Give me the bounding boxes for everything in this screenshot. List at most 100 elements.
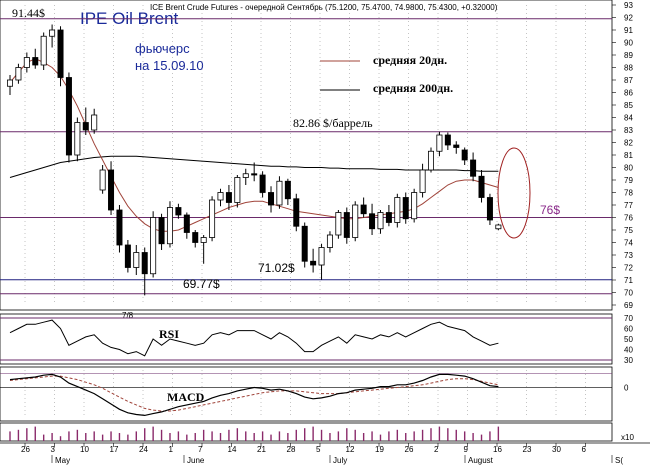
price-ytick-label: 73 [624, 251, 633, 260]
candle-body [91, 114, 98, 131]
candle-body [352, 204, 359, 238]
candle-body [301, 225, 308, 262]
price-levels [0, 18, 612, 295]
candle-body [461, 149, 468, 161]
macd-panel-frame [0, 366, 613, 422]
x-month-label: May [55, 456, 70, 465]
candle-body [234, 177, 241, 203]
x-tick-label: 7 [198, 445, 203, 454]
rsi-ytick-label: 50 [624, 335, 633, 344]
candle-body [192, 232, 199, 243]
price-ytick-label: 81 [624, 151, 633, 160]
annotation-support: 71.02$ [258, 261, 295, 275]
x-tick-label: 21 [257, 445, 266, 454]
annotation-target: 76$ [540, 203, 560, 217]
candle-body [411, 192, 418, 220]
chart-subtitle-line1: фьючерс [135, 41, 190, 56]
candle-body [470, 159, 477, 177]
histogram-panel [0, 422, 613, 442]
x-tick-label: 17 [110, 445, 119, 454]
x-tick-label: 16 [493, 445, 502, 454]
x-tick-label: 26 [405, 445, 414, 454]
rsi-label: RSI [159, 327, 179, 341]
rsi-line [9, 319, 499, 357]
macd-label: MACD [167, 390, 205, 404]
candle-body [268, 192, 275, 206]
hist-panel-frame [0, 422, 613, 442]
price-ytick-label: 69 [624, 301, 633, 310]
candle-body [402, 197, 409, 220]
price-y-axis: 69 70 71 72 73 74 75 76 77 78 79 80 81 82 83 84 85 86 87 88… [612, 1, 633, 310]
x-tick-label: 12 [346, 445, 355, 454]
x-month-label: July [333, 456, 347, 465]
macd-panel: 0 [0, 366, 629, 422]
rsi-ytick-label: 40 [624, 346, 633, 355]
candle-body [141, 252, 148, 275]
rsi-panel-frame [0, 313, 613, 365]
candle-body [175, 207, 182, 216]
candle-body [478, 175, 485, 198]
x-tick-label: 28 [287, 445, 296, 454]
price-ytick-label: 84 [624, 114, 633, 123]
price-ytick-label: 79 [624, 176, 633, 185]
candle-body [15, 67, 22, 81]
candle-body [293, 198, 300, 227]
price-ytick-label: 90 [624, 39, 633, 48]
price-ytick-label: 88 [624, 64, 633, 73]
candle-body [276, 180, 283, 206]
candle-body [453, 144, 460, 148]
chart-subtitle-line2: на 15.09.10 [135, 58, 204, 73]
price-ytick-label: 83 [624, 126, 633, 135]
candle-body [65, 77, 72, 156]
price-ytick-label: 89 [624, 51, 633, 60]
candle-body [49, 29, 56, 37]
candle-body [200, 237, 207, 243]
candle-body [251, 173, 258, 176]
x-month-label: June [187, 456, 205, 465]
highlight-ellipse [497, 147, 531, 239]
x-tick-label: 3 [51, 445, 56, 454]
price-ytick-label: 70 [624, 289, 633, 298]
x-tick-label: 24 [139, 445, 148, 454]
price-ytick-label: 93 [624, 1, 633, 10]
legend-label-sma20: средняя 20дн. [373, 53, 447, 67]
candle-body [419, 169, 426, 193]
candle-body [124, 244, 131, 268]
candle-body [335, 212, 342, 236]
price-ytick-label: 77 [624, 201, 633, 210]
candle-body [486, 197, 493, 221]
x-tick-label: 1 [169, 445, 174, 454]
price-ytick-label: 75 [624, 226, 633, 235]
candle-body [444, 134, 451, 146]
price-ytick-label: 72 [624, 264, 633, 273]
candle-body [369, 213, 376, 230]
annotation-resistance: 82.86 $/баррель [293, 116, 373, 130]
candle-body [436, 134, 443, 152]
rsi-ytick-label: 60 [624, 325, 633, 334]
candle-body [310, 260, 317, 266]
price-ytick-label: 76 [624, 214, 633, 223]
candle-body [32, 57, 39, 66]
x-tick-label: 5 [316, 445, 321, 454]
price-ytick-label: 80 [624, 164, 633, 173]
macd-ytick-label: 0 [624, 383, 629, 392]
macd-signal-line [9, 375, 499, 412]
candle-body [318, 247, 325, 266]
candle-body [82, 122, 89, 131]
legend-label-sma200: средняя 200дн. [373, 81, 453, 95]
chart-header: ICE Brent Crude Futures - очередной Сент… [150, 3, 498, 12]
x-tick-label: 14 [228, 445, 237, 454]
price-ytick-label: 86 [624, 89, 633, 98]
candle-body [284, 180, 291, 200]
x-tick-label: 30 [552, 445, 561, 454]
x-tick-label: 6 [582, 445, 587, 454]
candle-body [225, 192, 232, 203]
x-tick-label: 26 [21, 445, 30, 454]
candle-body [166, 207, 173, 245]
candle-body [495, 224, 502, 230]
price-ytick-label: 87 [624, 76, 633, 85]
candle-body [427, 150, 434, 171]
price-ytick-label: 82 [624, 139, 633, 148]
